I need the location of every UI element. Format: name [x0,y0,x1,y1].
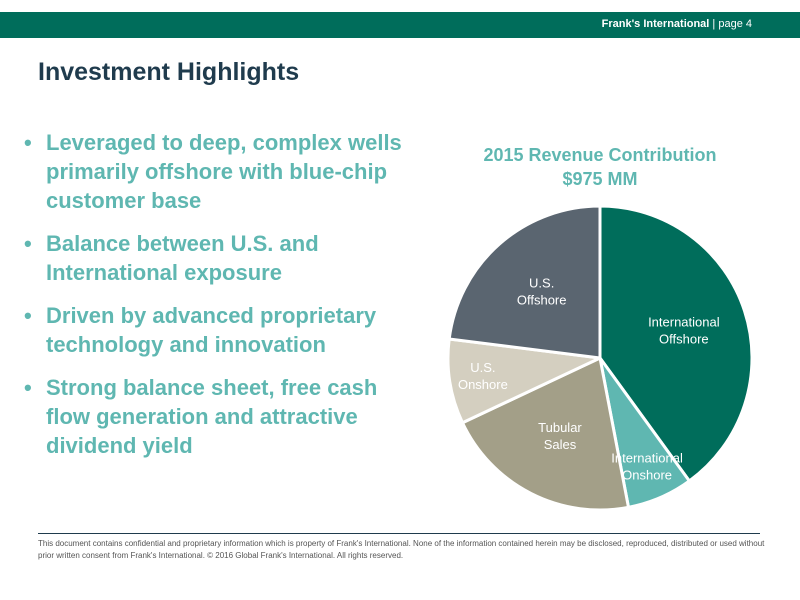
chart-subtitle: $975 MM [562,169,638,189]
pie-slice-label-line: U.S. [470,360,495,375]
pie-slice [460,356,630,512]
pie-slice-label: International Onshore [611,450,683,482]
pie-slice-label: Tubular Sales [538,420,582,452]
bullet-text: Leveraged to deep, complex wells primari… [46,130,402,213]
header-bar: Frank's International | page 4 [0,12,800,38]
pie-slice-label-line: Onshore [458,377,508,392]
pie-slice-label: International Offshore [648,314,720,346]
header-text: Frank's International | page 4 [602,18,752,30]
header-page-number: page 4 [718,18,752,30]
header-brand: Frank's International [601,18,710,30]
bullet-text: Balance between U.S. and International e… [46,231,319,285]
pie-slice-label-line: Offshore [659,331,709,346]
chart-title-block: 2015 Revenue Contribution $975 MM [440,143,760,191]
pie-slice-label-line: Onshore [622,467,672,482]
bullet-item: • Driven by advanced proprietary technolo… [24,301,424,359]
pie-slice-label-line: International [648,314,720,329]
pie-slice [447,204,602,360]
pie-slice-label: U.S. Onshore [458,360,508,392]
bullet-dot: • [24,375,32,400]
pie-slice-label-line: Sales [544,437,577,452]
chart-title: 2015 Revenue Contribution [483,145,717,165]
pie-labels: International Offshore International Onshor… [458,275,720,482]
pie-slice-label: U.S. Offshore [517,275,567,307]
pie-slice-label-line: Offshore [517,292,567,307]
bullet-dot: • [24,303,32,328]
pie-slice [598,204,754,483]
pie-slice-label-line: International [611,450,683,465]
footer-divider [38,533,760,534]
bullet-dot: • [24,130,32,155]
bullet-item: • Leveraged to deep, complex wells primar… [24,128,424,215]
bullet-list: • Leveraged to deep, complex wells primar… [24,128,424,474]
pie-slice-label-line: U.S. [529,275,554,290]
bullet-text: Strong balance sheet, free cash flow gen… [46,375,378,458]
bullet-text: Driven by advanced proprietary technolog… [46,303,377,357]
bullet-item: • Balance between U.S. and International … [24,229,424,287]
bullet-dot: • [24,231,32,256]
pie-slice-label-line: Tubular [538,420,582,435]
page-title: Investment Highlights [38,58,300,86]
pie-slice [446,337,602,425]
header-separator: | [709,18,719,30]
bullet-item: • Strong balance sheet, free cash flow ge… [24,373,424,460]
footer-disclaimer: This document contains confidential and … [38,539,765,560]
